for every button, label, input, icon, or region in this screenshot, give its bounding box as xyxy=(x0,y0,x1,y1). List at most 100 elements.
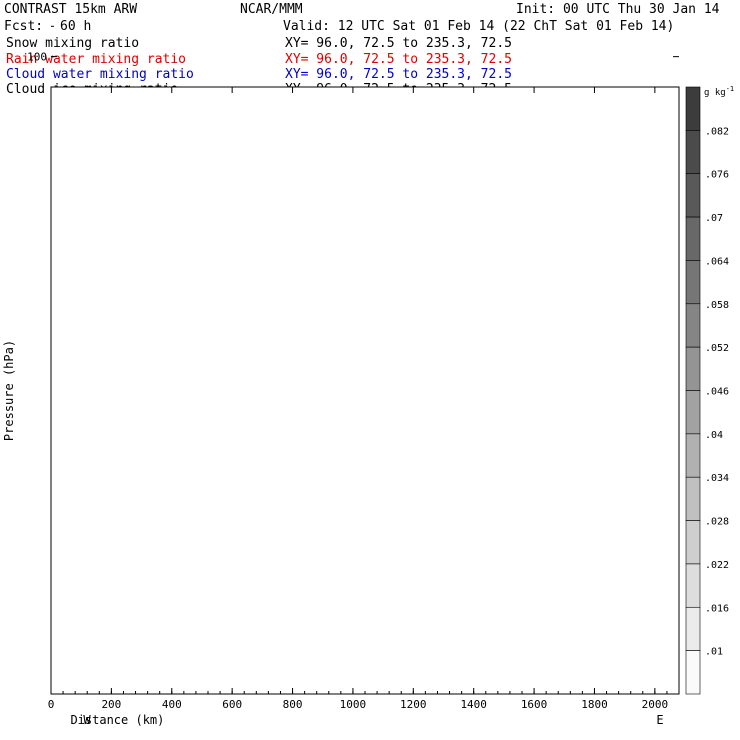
field-rain-name: Rain water mixing ratio xyxy=(6,52,186,67)
field-snow-xy: XY= 96.0, 72.5 to 235.3, 72.5 xyxy=(285,36,512,51)
extremum-value-bg xyxy=(226,43,256,54)
extremum-value-bg xyxy=(201,74,245,85)
extremum-value: .001 xyxy=(276,42,303,55)
colorbar-unit-exponent: -1 xyxy=(726,85,734,93)
field-snow-name: Snow mixing ratio xyxy=(6,36,139,51)
x-tick-label: 800 xyxy=(283,698,303,711)
extremum-marker: H xyxy=(220,58,227,71)
colorbar-tick-label: .046 xyxy=(705,387,729,398)
extremum-value-bg xyxy=(597,69,641,80)
colorbar-swatch xyxy=(685,476,701,521)
plot-area: -80-50-50-50-40-40-40-30-30-30-20-20-20-… xyxy=(29,0,687,694)
colorbar-swatch xyxy=(685,650,701,695)
isotherm-line xyxy=(51,18,679,22)
x-tick-label: 400 xyxy=(162,698,182,711)
extremum-marker: L xyxy=(84,58,91,71)
isotherm-line xyxy=(51,10,679,14)
extremum-value: .02186 xyxy=(502,2,542,15)
colorbar-tick-label: .064 xyxy=(705,256,729,267)
x-tick-label: 1400 xyxy=(460,698,487,711)
x-tick-label: 1800 xyxy=(581,698,608,711)
colorbar-swatch xyxy=(685,346,701,391)
colorbar-swatch xyxy=(685,173,701,218)
fcst-label: Fcst: xyxy=(4,19,43,34)
colorbar-swatch xyxy=(685,216,701,261)
isotherm-label: -80 xyxy=(80,29,100,42)
colorbar-swatch xyxy=(685,390,701,435)
extremum-value: -89.44 xyxy=(532,69,572,82)
plot-contents: -80-50-50-50-40-40-40-30-30-30-20-20-20-… xyxy=(29,0,687,87)
isotherm-line xyxy=(51,27,679,31)
isotherm-line xyxy=(51,69,679,73)
extremum-marker: L xyxy=(344,50,351,63)
extremum-value-bg xyxy=(271,2,315,13)
extremum-value-bg xyxy=(275,42,305,53)
colorbar-swatch xyxy=(685,303,701,348)
colorbar-tick-label: .01 xyxy=(705,647,723,658)
colorbar-swatch xyxy=(685,433,701,478)
extremum-marker: L xyxy=(615,53,622,66)
colorbar-tick-label: .082 xyxy=(705,126,729,137)
isotherm-line xyxy=(51,35,679,39)
extremum-value: .01462 xyxy=(188,2,228,15)
extremum-value-bg xyxy=(186,2,230,13)
x-tick-label: 1000 xyxy=(340,698,367,711)
colorbar-swatch xyxy=(685,260,701,305)
init-time: Init: 00 UTC Thu 30 Jan 14 xyxy=(516,2,720,17)
x-tick-label: 1600 xyxy=(521,698,548,711)
x-axis-title: Distance (km) xyxy=(70,713,164,727)
colorbar-swatch xyxy=(685,563,701,608)
x-tick-label: 2000 xyxy=(642,698,669,711)
colorbar-swatch xyxy=(685,520,701,565)
axes: 1002003004005006007008009001000020040060… xyxy=(2,0,680,727)
extremum-value: .0113 xyxy=(650,2,683,15)
y-tick-label: 100 xyxy=(27,51,47,64)
extremum-value-bg xyxy=(431,2,475,13)
snow-shading-max xyxy=(408,0,498,15)
west-label: W xyxy=(83,713,91,727)
isotherm-line xyxy=(51,61,679,65)
extremum-value: -68.79 xyxy=(203,74,243,87)
colorbar-tick-label: .04 xyxy=(705,430,723,441)
snow-shading-max xyxy=(452,0,592,39)
figure-title: CONTRAST 15km ARW xyxy=(4,2,137,17)
extremum-value-bg xyxy=(530,69,574,80)
extremum-value: -66.84 xyxy=(67,74,107,87)
x-tick-label: 600 xyxy=(222,698,242,711)
colorbar-tick-label: .076 xyxy=(705,170,729,181)
extremum-value-bg xyxy=(325,66,369,77)
colorbar-tick-label: .058 xyxy=(705,300,729,311)
colorbar-tick-label: .016 xyxy=(705,603,729,614)
isotherm-line xyxy=(51,78,679,82)
isotherm-label-bg xyxy=(78,29,103,40)
extremum-value: -89.07 xyxy=(327,66,367,79)
colorbar-tick-label: .07 xyxy=(705,213,723,224)
east-label: E xyxy=(656,713,663,727)
x-tick-label: 0 xyxy=(48,698,55,711)
field-cloudwater-name: Cloud water mixing ratio xyxy=(6,67,194,82)
extremum-value-bg xyxy=(65,74,109,85)
x-tick-label: 1200 xyxy=(400,698,427,711)
isotherm-line xyxy=(51,52,679,56)
colorbar-swatch xyxy=(685,606,701,651)
extremum-value-bg xyxy=(500,2,544,13)
cloud-ice-contour xyxy=(166,0,679,2)
extremum-value: -89.21 xyxy=(599,69,639,82)
colorbar-tick-label: .022 xyxy=(705,560,729,571)
y-tick-label: 200 xyxy=(27,0,47,3)
colorbar: .082 .076 .07 .064 .058 .052 .046 .04 .034 .028 .0… xyxy=(685,85,734,695)
colorbar-tick-label: .028 xyxy=(705,517,729,528)
extremum-value: .001 xyxy=(228,43,255,56)
isotherm-line xyxy=(51,1,679,5)
plot-background xyxy=(51,87,679,694)
isotherm-line xyxy=(51,44,679,48)
field-rain-xy: XY= 96.0, 72.5 to 235.3, 72.5 xyxy=(285,52,512,67)
cloud-ice-contour xyxy=(51,0,105,28)
extremum-value: .01593 xyxy=(433,2,473,15)
colorbar-tick-label: .034 xyxy=(705,473,729,484)
field-cloudwater-xy: XY= 96.0, 72.5 to 235.3, 72.5 xyxy=(285,67,512,82)
colorbar-tick-label: .052 xyxy=(705,343,729,354)
y-axis-title: Pressure (hPa) xyxy=(2,340,16,441)
